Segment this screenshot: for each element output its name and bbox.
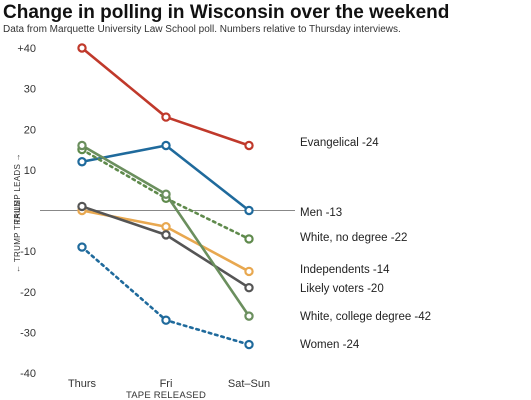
data-point	[244, 282, 254, 293]
x-axis-label: TAPE RELEASED	[126, 390, 206, 400]
series-label: Evangelical -24	[300, 137, 379, 149]
data-point	[244, 266, 254, 277]
data-point	[161, 140, 171, 151]
series-line	[80, 205, 251, 289]
data-point	[161, 315, 171, 325]
y-tick-label: -30	[20, 327, 36, 339]
y-tick-label: -20	[20, 287, 36, 299]
chart-points	[77, 43, 254, 350]
series-label: Women -24	[300, 339, 360, 351]
data-point	[77, 201, 87, 212]
data-point	[77, 157, 87, 167]
x-tick-label: Thurs	[68, 378, 97, 390]
chart-series-labels: Evangelical -24 Men -13 White, no degree -…	[300, 137, 431, 351]
y-tick-label: -10	[20, 246, 36, 258]
chart-subtitle: Data from Marquette University Law Schoo…	[3, 24, 401, 35]
data-point	[161, 222, 171, 232]
data-point	[161, 230, 171, 240]
data-point	[161, 189, 171, 199]
y-tick-label: 30	[24, 84, 36, 96]
y-tick-label: 20	[24, 124, 36, 136]
trump-trails-label: ← TRUMP TRAILS	[13, 200, 22, 273]
data-point	[77, 140, 87, 151]
series-line	[80, 46, 251, 147]
y-tick-label: -40	[20, 368, 36, 380]
data-point	[244, 205, 254, 216]
series-line	[80, 209, 251, 273]
y-tick-label: +40	[17, 43, 36, 55]
x-tick-label: Fri	[160, 378, 173, 390]
data-point	[244, 311, 254, 321]
data-point	[244, 234, 254, 244]
series-label: White, college degree -42	[300, 311, 431, 323]
data-point	[244, 140, 254, 151]
series-line	[80, 245, 251, 346]
data-point	[77, 43, 87, 53]
chart-title: Change in polling in Wisconsin over the …	[3, 2, 450, 23]
series-label: Likely voters -20	[300, 283, 384, 295]
chart-axes: +40 30 20 10 -10 -20 -30 -40 TRUMP LEADS →← TRUM…	[13, 43, 295, 400]
series-label: Men -13	[300, 207, 342, 219]
data-point	[244, 339, 254, 350]
data-point	[161, 112, 171, 122]
x-tick-label: Sat–Sun	[228, 378, 270, 390]
series-label: Independents -14	[300, 264, 390, 276]
data-point	[77, 242, 87, 252]
trump-leads-label: TRUMP LEADS →	[13, 153, 22, 224]
series-label: White, no degree -22	[300, 232, 407, 244]
y-tick-label: 10	[24, 165, 36, 177]
